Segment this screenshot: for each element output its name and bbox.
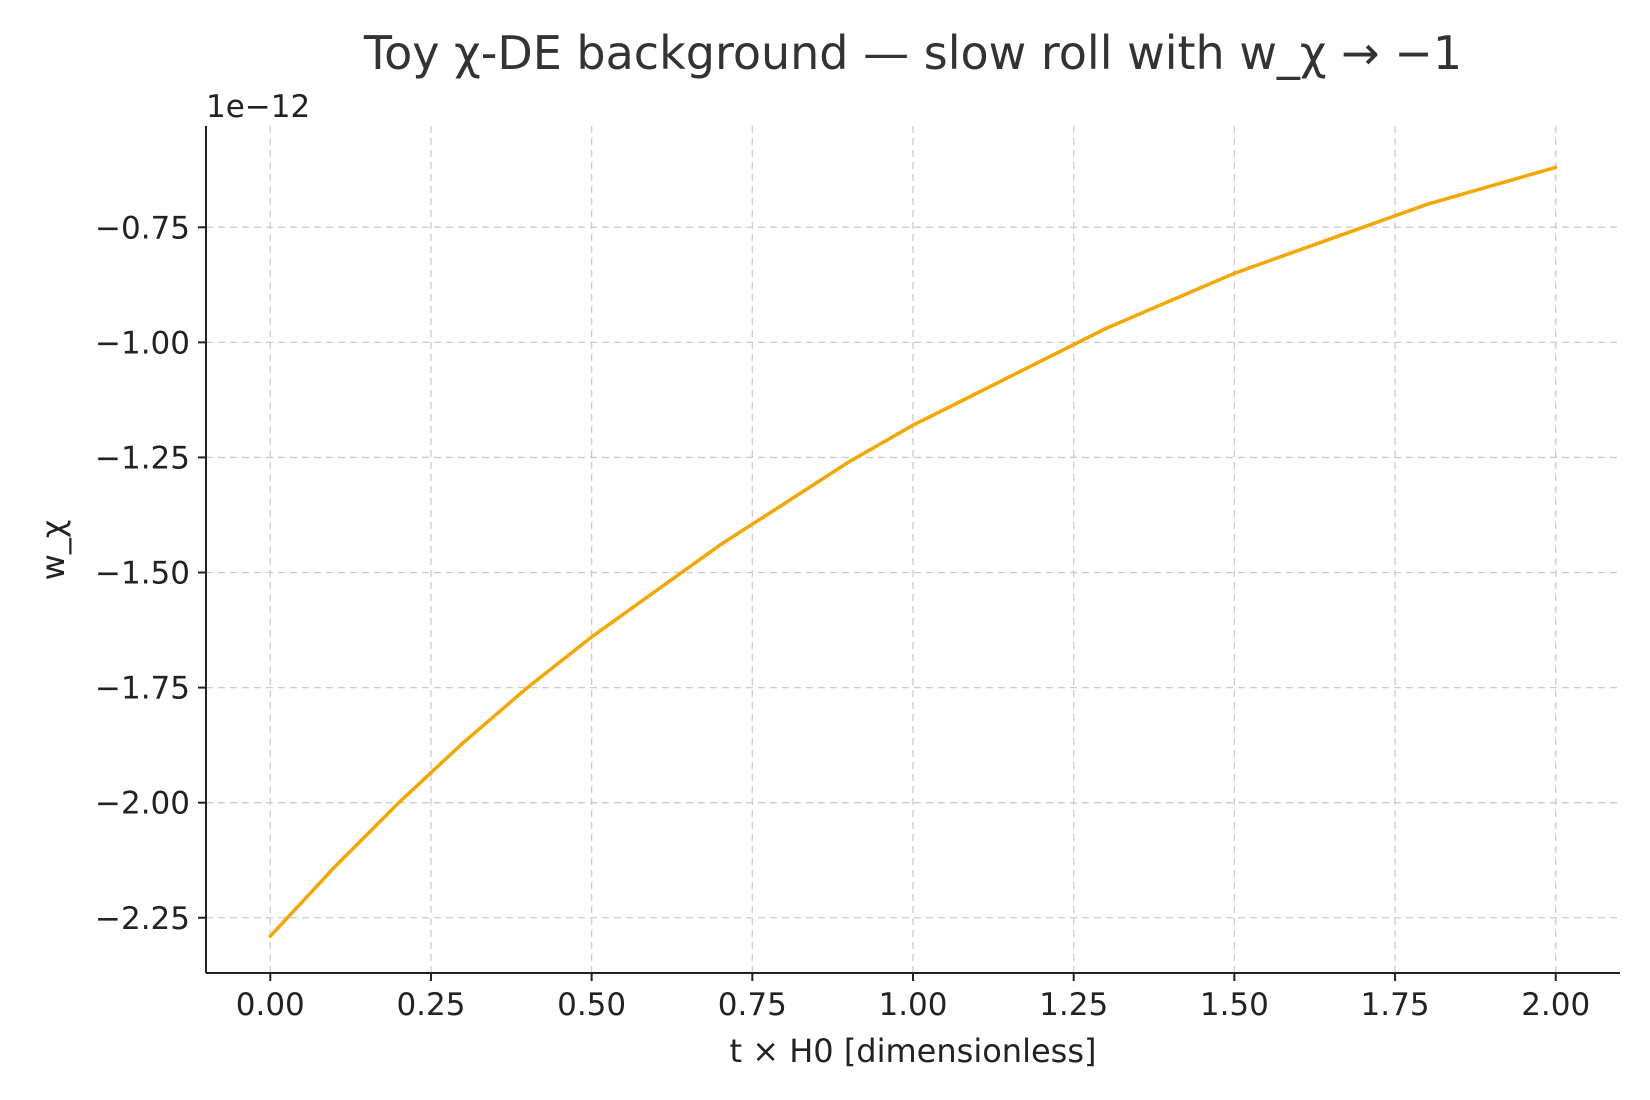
x-tick-label: 0.50 — [557, 987, 626, 1023]
y-tick-label: −2.00 — [95, 786, 190, 822]
y-offset-label: 1e−12 — [206, 89, 310, 125]
x-axis-label: t × H0 [dimensionless] — [730, 1032, 1097, 1070]
x-tick-label: 1.50 — [1200, 987, 1269, 1023]
chart-title: Toy χ-DE background — slow roll with w_χ… — [363, 26, 1462, 80]
x-tick-label: 0.00 — [236, 987, 305, 1023]
ticks: 0.00 0.25 0.50 0.75 1.00 1.25 1.50 1.75 2.00 −2.2… — [95, 210, 1590, 1023]
x-tick-label: 0.25 — [396, 987, 465, 1023]
x-tick-label: 1.00 — [878, 987, 947, 1023]
y-tick-label: −1.75 — [95, 671, 190, 707]
y-tick-label: −1.00 — [95, 325, 190, 361]
x-tick-label: 1.75 — [1361, 987, 1430, 1023]
y-tick-label: −1.25 — [95, 440, 190, 476]
y-axis-label: w_χ — [34, 520, 72, 581]
series-line-0 — [268, 165, 1558, 938]
x-tick-label: 1.25 — [1039, 987, 1108, 1023]
y-tick-label: −0.75 — [95, 210, 190, 246]
series — [268, 165, 1558, 938]
x-tick-label: 0.75 — [718, 987, 787, 1023]
y-tick-label: −2.25 — [95, 901, 190, 937]
y-tick-label: −1.50 — [95, 556, 190, 592]
x-tick-label: 2.00 — [1521, 987, 1590, 1023]
grid — [206, 126, 1620, 973]
